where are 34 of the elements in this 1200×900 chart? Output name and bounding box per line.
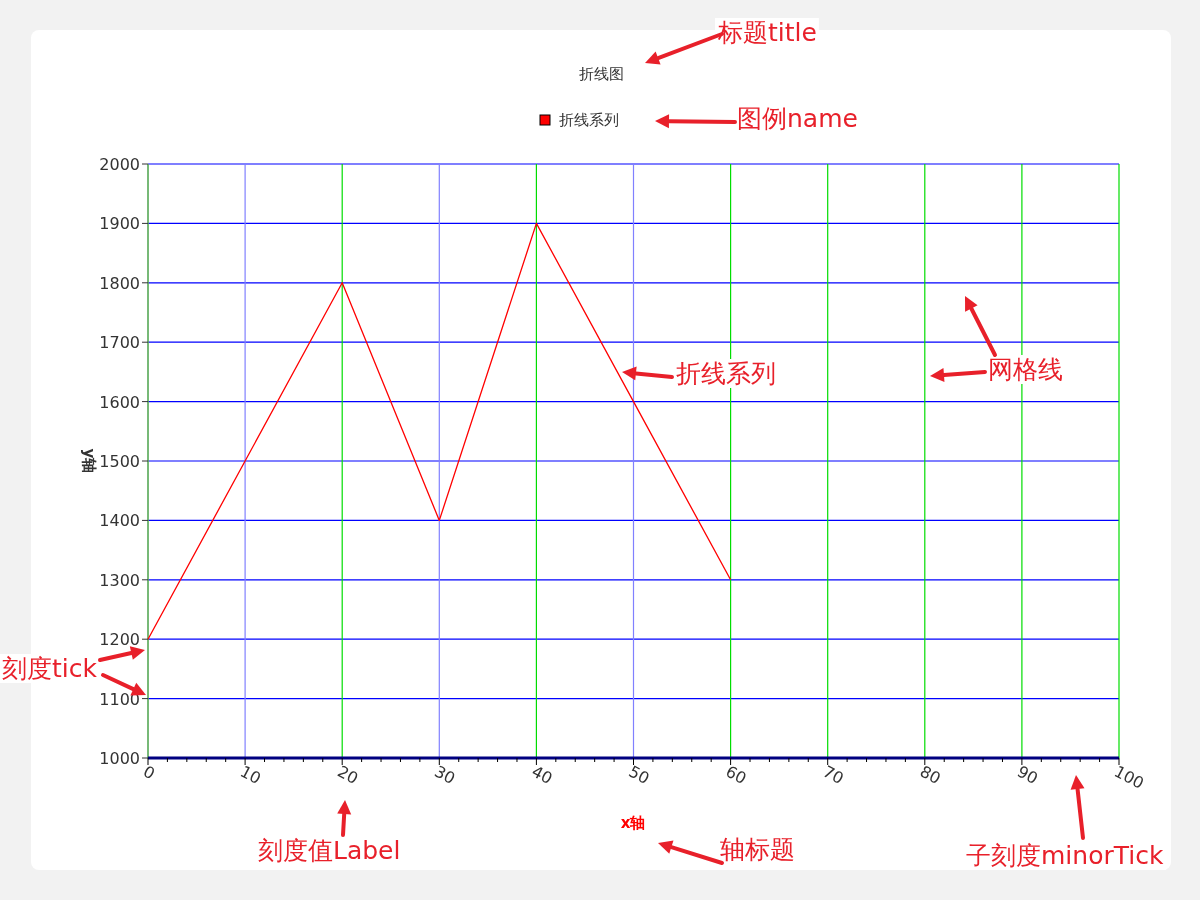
x-tick-label: 10 — [237, 761, 265, 789]
text: 刻度值Label — [258, 836, 401, 865]
x-tick-label: 0 — [140, 761, 159, 784]
legend-label: 折线系列 — [559, 111, 619, 129]
x-axis-title: x轴 — [620, 814, 646, 832]
annotation: 网格线 — [988, 355, 1063, 384]
y-tick-label: 1000 — [99, 749, 140, 768]
y-tick-label: 1800 — [99, 273, 140, 293]
text: 图例name — [737, 104, 858, 133]
text: 刻度tick — [2, 654, 98, 683]
annotation: 折线系列 — [676, 359, 776, 388]
y-tick-label: 2000 — [99, 155, 140, 174]
chart-title: 折线图 — [578, 65, 624, 83]
x-tick-label: 70 — [819, 761, 847, 789]
y-tick-label: 1100 — [99, 689, 140, 709]
y-tick-label: 1600 — [99, 392, 140, 412]
y-tick-label: 1300 — [99, 570, 140, 590]
x-tick-label: 60 — [722, 761, 750, 789]
y-tick-label: 1900 — [99, 214, 140, 234]
text: 子刻度minorTick — [966, 841, 1164, 870]
x-tick-label: 90 — [1014, 761, 1041, 789]
text: 轴标题 — [720, 835, 795, 864]
y-axis-title: y轴 — [80, 448, 98, 474]
x-tick-label: 40 — [528, 761, 556, 789]
x-tick-label: 100 — [1111, 761, 1148, 793]
x-tick-label: 50 — [625, 761, 653, 789]
x-tick-label: 80 — [916, 761, 944, 789]
x-tick-label: 20 — [334, 761, 362, 789]
text: 标题title — [717, 18, 817, 47]
y-tick-label: 1700 — [99, 333, 140, 353]
y-tick-label: 1500 — [99, 452, 140, 471]
x-tick-label: 30 — [431, 761, 459, 789]
y-tick-label: 1200 — [99, 630, 140, 650]
y-tick-label: 1400 — [99, 511, 140, 531]
